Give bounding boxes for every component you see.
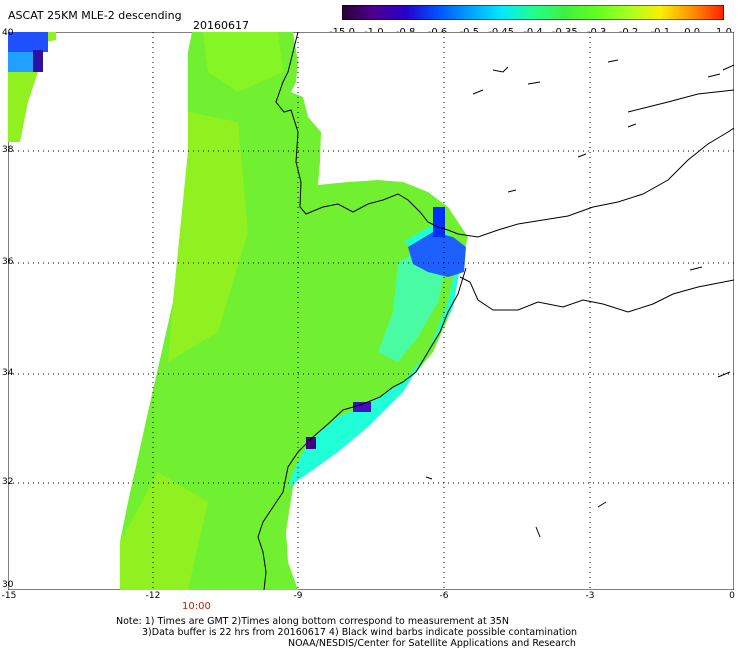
coast-africa-med xyxy=(627,89,734,113)
lat-label-40: 40 xyxy=(2,28,14,38)
coast-morocco-atlantic xyxy=(257,267,467,590)
map-panel xyxy=(8,32,734,590)
lat-label-34: 34 xyxy=(2,368,14,378)
swath-light-north xyxy=(203,32,283,92)
swath-purple-cell xyxy=(353,402,371,412)
lon-label-minus6: -6 xyxy=(439,591,449,601)
lon-label-0: 0 xyxy=(729,591,735,601)
lon-label-minus9: -9 xyxy=(293,591,303,601)
lat-label-38: 38 xyxy=(2,145,14,155)
swath-light-south xyxy=(120,472,208,590)
swath-light-west xyxy=(168,112,248,362)
swath-nw-purple xyxy=(33,50,43,72)
graticule xyxy=(8,32,734,590)
lon-label-minus12: -12 xyxy=(145,591,161,601)
map-date: 20160617 xyxy=(193,19,249,32)
coast-spain-med xyxy=(457,127,734,238)
swath-cyan-inner xyxy=(378,247,446,362)
lat-label-32: 32 xyxy=(2,477,14,487)
lon-label-minus15: -15 xyxy=(1,591,17,601)
coastlines xyxy=(257,32,734,590)
lat-label-30: 30 xyxy=(2,580,14,590)
swath-nw-blue xyxy=(8,32,48,52)
coast-morocco-north xyxy=(459,276,734,313)
colorbar xyxy=(342,5,724,20)
coast-iberia-atlantic xyxy=(275,32,459,235)
map-title: ASCAT 25KM MLE-2 descending xyxy=(8,9,182,22)
lat-label-36: 36 xyxy=(2,257,14,267)
note-line-1: Note: 1) Times are GMT 2)Times along bot… xyxy=(116,616,509,627)
swath-nw-cyan xyxy=(8,52,33,72)
pass-time-label: 10:00 xyxy=(182,601,211,612)
swath-blue-strait xyxy=(433,207,445,237)
note-line-3: NOAA/NESDIS/Center for Satellite Applica… xyxy=(288,638,576,649)
note-line-2: 3)Data buffer is 22 hrs from 20160617 4)… xyxy=(142,627,578,638)
swath-blue xyxy=(408,232,466,277)
scatterometer-swath xyxy=(8,32,468,590)
lon-label-minus3: -3 xyxy=(585,591,595,601)
colorbar-gradient xyxy=(342,5,724,20)
swath-purple-cell-2 xyxy=(306,437,316,449)
